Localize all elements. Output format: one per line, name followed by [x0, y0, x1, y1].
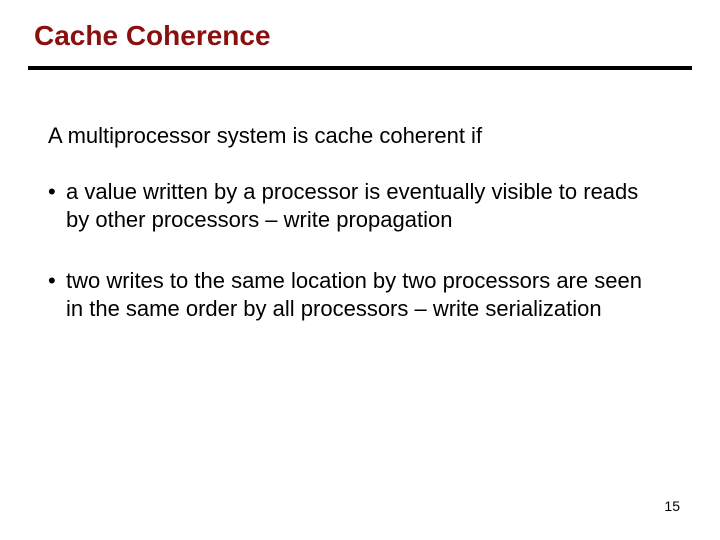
- bullet-list: • a value written by a processor is even…: [48, 178, 648, 356]
- slide-title: Cache Coherence: [34, 20, 271, 52]
- bullet-marker: •: [48, 178, 66, 233]
- bullet-item: • two writes to the same location by two…: [48, 267, 648, 322]
- bullet-marker: •: [48, 267, 66, 322]
- bullet-text: a value written by a processor is eventu…: [66, 178, 648, 233]
- intro-text: A multiprocessor system is cache coheren…: [48, 122, 482, 150]
- title-underline: [28, 66, 692, 70]
- page-number: 15: [664, 498, 680, 514]
- slide: Cache Coherence A multiprocessor system …: [0, 0, 720, 540]
- bullet-text: two writes to the same location by two p…: [66, 267, 648, 322]
- bullet-item: • a value written by a processor is even…: [48, 178, 648, 233]
